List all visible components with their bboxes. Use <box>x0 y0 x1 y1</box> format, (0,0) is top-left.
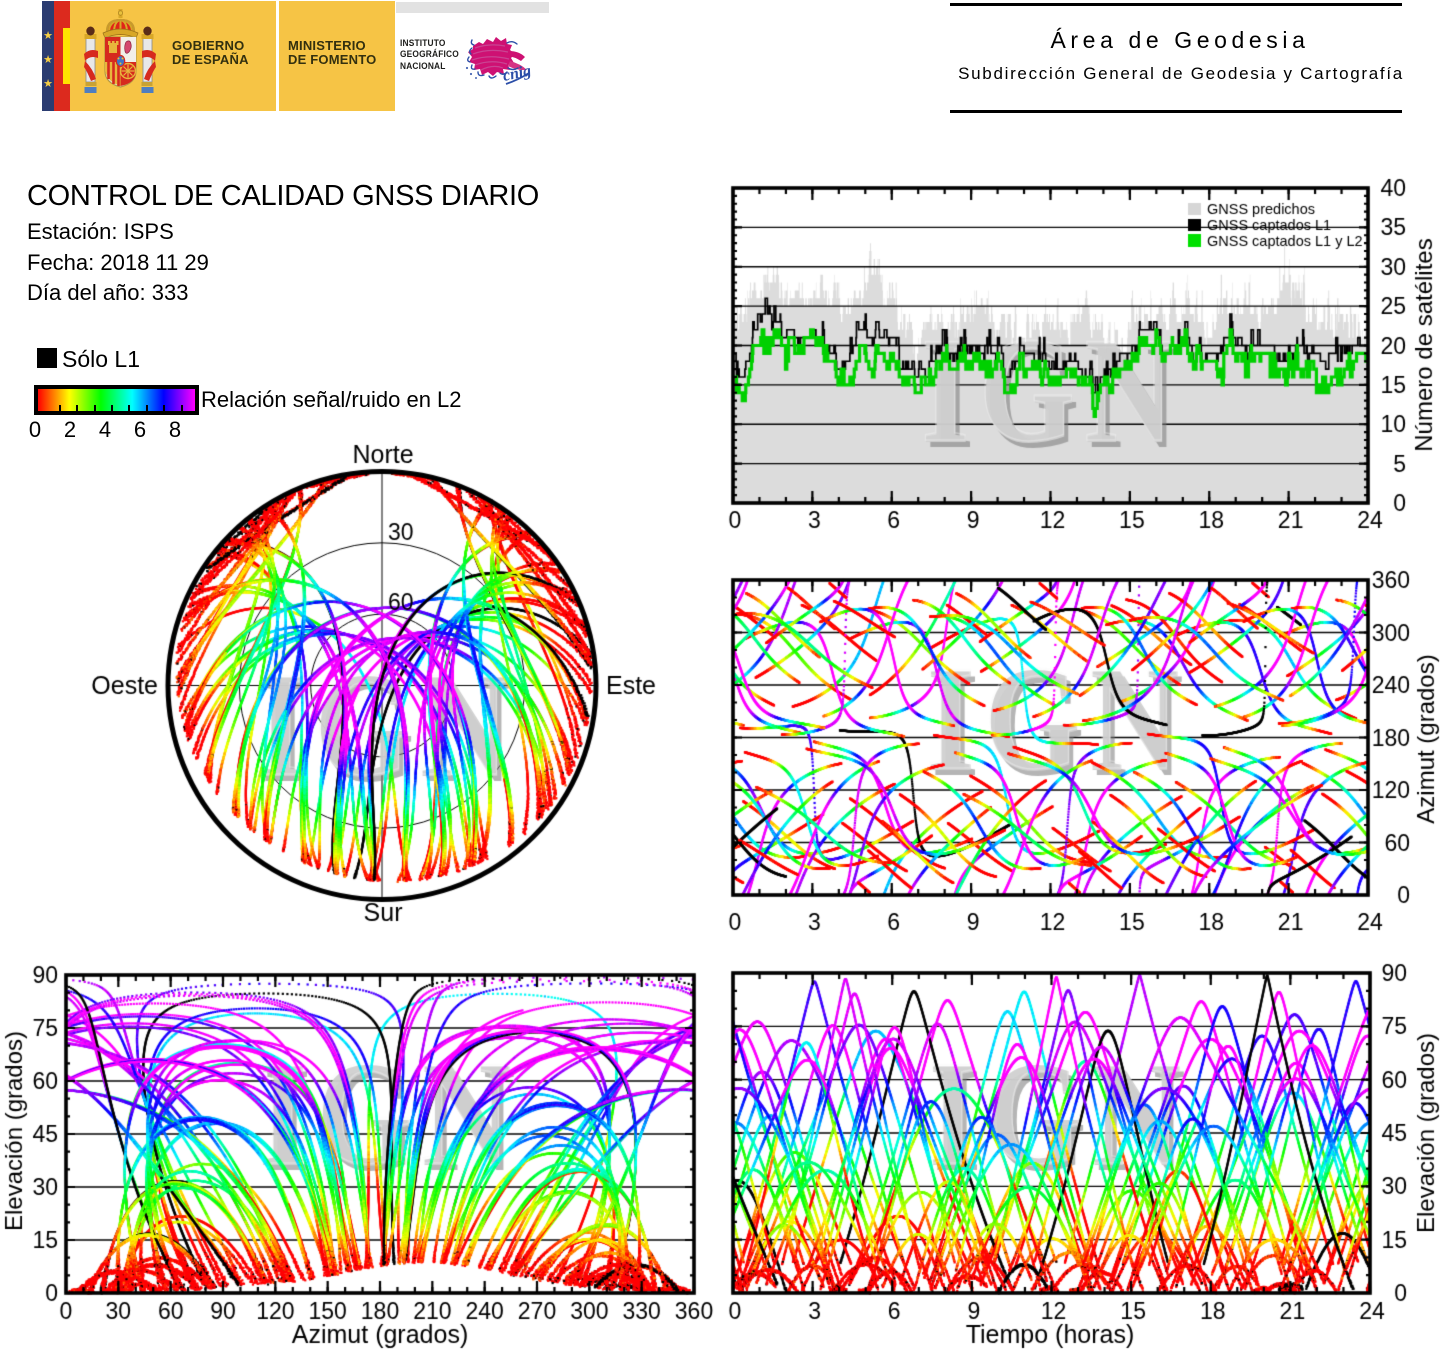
svg-text:★: ★ <box>43 78 53 90</box>
svg-text:★: ★ <box>43 54 53 66</box>
svg-text:★: ★ <box>43 30 53 42</box>
svg-text:cnig: cnig <box>501 62 532 85</box>
